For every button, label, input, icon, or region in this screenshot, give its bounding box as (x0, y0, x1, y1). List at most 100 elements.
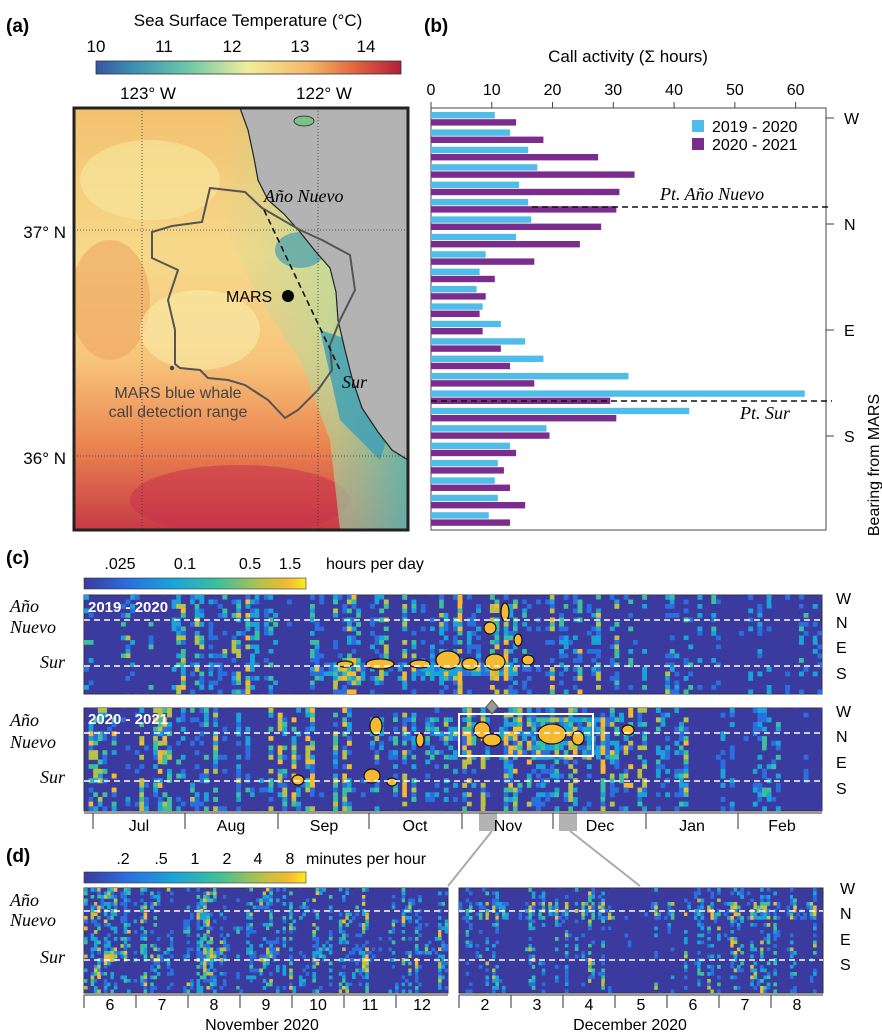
heat-cell (272, 947, 277, 952)
heat-cell (337, 631, 343, 636)
heat-cell (153, 731, 159, 737)
heat-cell (402, 736, 408, 742)
heat-cell (365, 933, 369, 938)
heat-cell (84, 940, 88, 945)
bar-2019-20 (431, 460, 498, 467)
heat-cell (300, 787, 306, 793)
heat-cell (358, 989, 363, 993)
heat-cell (291, 726, 297, 732)
heat-cell (548, 979, 552, 983)
heat-cell (424, 923, 429, 927)
heat-cell (499, 792, 505, 798)
heat-cell (706, 685, 712, 690)
heat-cell (143, 722, 149, 728)
heat-cell (277, 754, 283, 760)
heat-cell (438, 951, 442, 955)
heat-cell (120, 801, 126, 807)
heat-cell (448, 726, 454, 732)
heat-cell (512, 671, 518, 677)
heat-cell (794, 731, 800, 737)
heat-cell (406, 726, 412, 732)
heat-cell (429, 604, 435, 609)
heat-cell (438, 986, 442, 990)
heat-cell (176, 792, 182, 798)
heat-cell (194, 801, 200, 807)
heat-cell (245, 712, 251, 718)
heat-cell (125, 764, 131, 770)
heat-cell (93, 905, 98, 910)
heat-cell (443, 736, 449, 742)
heat-cell (133, 902, 138, 906)
heat-cell (462, 750, 468, 756)
heat-cell (342, 975, 346, 980)
heat-cell (269, 919, 273, 924)
heat-cell (222, 972, 227, 976)
heat-cell (465, 965, 470, 969)
heat-cell (236, 961, 240, 966)
heat-cell (554, 979, 559, 983)
heat-cell (540, 750, 546, 756)
heat-cell (457, 667, 463, 672)
heat-cell (348, 986, 353, 990)
heat-cell (748, 649, 754, 654)
heat-cell (130, 608, 136, 614)
heat-cell (379, 680, 385, 686)
heat-cell (213, 717, 219, 723)
heat-cell (444, 930, 448, 934)
heat-cell (209, 975, 214, 980)
heat-cell (123, 954, 128, 959)
heat-cell (113, 982, 118, 987)
heat-cell (93, 726, 99, 732)
heat-cell (388, 986, 393, 990)
heat-cell (361, 944, 366, 948)
heat-cell (226, 919, 230, 924)
heat-cell (88, 745, 94, 751)
heat-cell (757, 604, 763, 609)
heat-cell (180, 801, 186, 807)
heat-cell (443, 671, 449, 677)
heat-cell (411, 778, 417, 784)
heat-cell (213, 951, 217, 955)
heat-cell (588, 898, 592, 903)
heat-cell (176, 717, 182, 723)
heat-cell (275, 965, 280, 969)
heat-cell (439, 750, 445, 756)
heat-cell (338, 965, 343, 969)
heat-cell (199, 635, 205, 641)
heat-cell (206, 923, 211, 927)
heat-cell (269, 982, 273, 987)
heat-cell (365, 740, 371, 746)
heat-cell (125, 653, 131, 659)
c2-ytick-w: W (836, 704, 852, 721)
heat-cell (402, 754, 408, 760)
heat-cell (249, 916, 254, 920)
heat-cell (374, 801, 380, 807)
heat-cell (180, 635, 186, 641)
heat-cell (259, 926, 263, 931)
heat-cell (310, 726, 315, 732)
heat-cell (448, 622, 454, 627)
heat-cell (245, 745, 251, 751)
d-cbar-tick-4: 2 (223, 851, 232, 868)
heat-cell (217, 726, 223, 732)
heat-cell (434, 750, 440, 756)
heat-cell (485, 644, 491, 650)
heat-cell (418, 954, 422, 959)
heat-cell (93, 717, 99, 723)
heat-cell (540, 778, 546, 784)
heat-cell (655, 750, 661, 756)
heat-cell (291, 787, 297, 793)
heat-cell (476, 680, 481, 686)
heat-cell (180, 722, 186, 728)
heat-cell (102, 712, 108, 718)
heat-cell (314, 680, 320, 686)
heat-cell (342, 986, 346, 990)
heat-cell (120, 919, 125, 924)
heat-cell (222, 754, 228, 760)
heat-cell (246, 919, 250, 924)
heat-cell (312, 923, 316, 927)
heat-cell (771, 731, 777, 737)
heat-cell (356, 622, 362, 627)
heat-cell (97, 951, 101, 955)
heat-cell (310, 712, 315, 718)
